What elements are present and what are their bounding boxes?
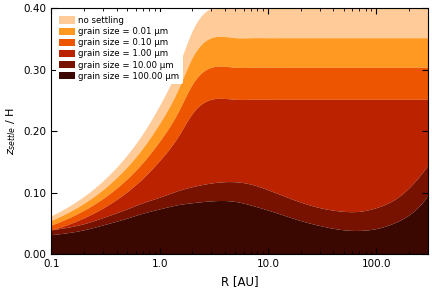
X-axis label: R [AU]: R [AU]	[221, 275, 258, 288]
Y-axis label: $z_{settle}$ / H: $z_{settle}$ / H	[4, 107, 18, 155]
Legend: no settling, grain size = 0.01 μm, grain size = 0.10 μm, grain size = 1.00 μm, g: no settling, grain size = 0.01 μm, grain…	[56, 13, 183, 84]
